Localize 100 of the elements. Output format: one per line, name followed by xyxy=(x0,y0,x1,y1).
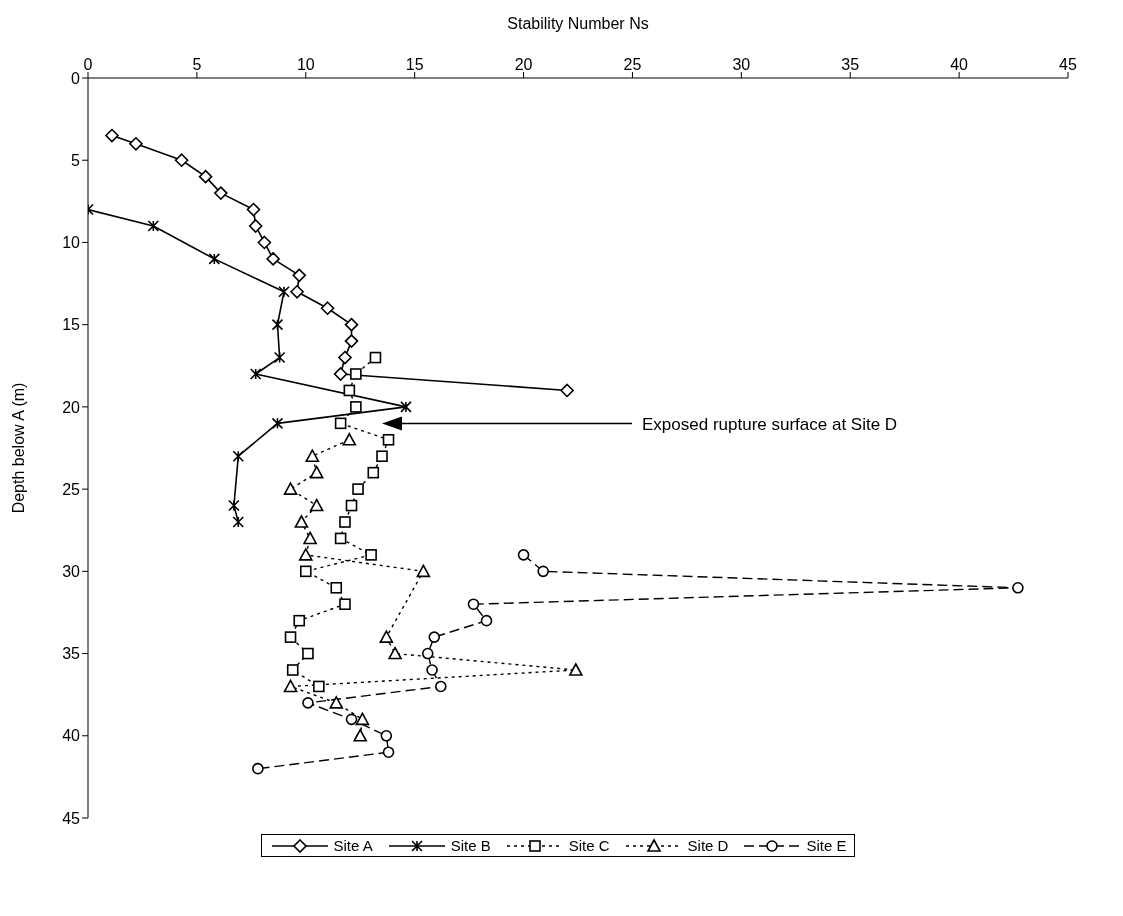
point xyxy=(246,202,261,217)
point xyxy=(345,499,358,512)
legend-label: Site C xyxy=(568,837,610,854)
point xyxy=(435,680,447,693)
point xyxy=(569,663,583,676)
y-axis-title: Depth below A (m) xyxy=(9,382,27,514)
point xyxy=(228,499,240,512)
point xyxy=(416,564,431,578)
point xyxy=(271,318,284,331)
point xyxy=(426,664,438,676)
point xyxy=(248,219,263,233)
point xyxy=(382,433,395,446)
x-tick-label: 40 xyxy=(950,56,969,73)
point xyxy=(379,630,394,643)
point xyxy=(345,713,358,726)
point xyxy=(257,235,272,250)
annotation: Exposed rupture surface at Site D xyxy=(642,414,898,434)
point xyxy=(339,516,351,528)
point xyxy=(334,417,347,430)
point xyxy=(283,482,298,495)
x-tick-label: 15 xyxy=(405,56,424,73)
point xyxy=(343,384,356,397)
point xyxy=(309,465,324,479)
point xyxy=(467,598,480,611)
legend-label: Site A xyxy=(333,837,373,854)
point xyxy=(129,136,143,151)
point xyxy=(400,401,412,413)
point xyxy=(338,350,352,365)
point xyxy=(342,432,357,446)
x-tick-label: 10 xyxy=(296,56,315,73)
point xyxy=(208,253,221,265)
point xyxy=(292,268,307,283)
point xyxy=(333,367,348,381)
point xyxy=(147,220,160,232)
point xyxy=(537,565,549,578)
x-tick-label: 20 xyxy=(514,56,533,73)
y-tick-label: 40 xyxy=(62,727,81,745)
x-tick-label: 5 xyxy=(192,56,202,73)
legend-label: Site B xyxy=(450,837,491,854)
point xyxy=(365,549,377,561)
point xyxy=(309,498,324,512)
y-tick-label: 10 xyxy=(62,234,81,252)
point xyxy=(249,368,262,380)
point xyxy=(330,581,343,594)
point xyxy=(305,449,320,463)
point xyxy=(266,252,280,266)
point xyxy=(286,664,299,676)
point xyxy=(303,531,317,545)
point xyxy=(284,631,297,643)
legend-label: Site E xyxy=(806,837,847,854)
point xyxy=(350,368,362,380)
point xyxy=(380,729,393,742)
y-tick-label: 15 xyxy=(62,316,81,334)
point xyxy=(299,565,312,578)
point xyxy=(339,598,351,611)
point xyxy=(1012,581,1024,594)
x-tick-label: 45 xyxy=(1059,56,1077,73)
point xyxy=(320,301,335,316)
x-tick-label: 35 xyxy=(841,56,860,73)
point xyxy=(302,697,314,709)
point xyxy=(560,383,574,398)
point xyxy=(232,516,245,528)
point xyxy=(344,334,359,348)
point xyxy=(214,186,228,200)
point xyxy=(278,285,290,298)
point xyxy=(355,712,370,726)
point xyxy=(376,450,388,463)
point xyxy=(329,696,344,709)
point xyxy=(352,483,364,495)
point xyxy=(294,515,309,528)
point xyxy=(428,631,441,643)
y-tick-label: 45 xyxy=(62,809,81,827)
x-tick-label: 30 xyxy=(732,56,751,73)
point xyxy=(313,680,325,693)
point xyxy=(421,647,434,660)
y-tick-label: 5 xyxy=(71,151,81,169)
y-tick-label: 20 xyxy=(62,398,81,416)
point xyxy=(302,647,314,660)
point xyxy=(334,532,347,545)
point xyxy=(105,128,119,143)
point xyxy=(273,351,286,364)
y-tick-label: 25 xyxy=(62,480,81,498)
point xyxy=(252,762,264,775)
point xyxy=(517,549,530,561)
point xyxy=(353,728,368,742)
y-tick-label: 35 xyxy=(62,645,81,663)
point xyxy=(350,401,362,413)
point xyxy=(344,317,359,332)
x-tick-label: 25 xyxy=(623,56,642,73)
point xyxy=(388,646,402,660)
point xyxy=(198,169,213,184)
point xyxy=(290,284,304,299)
point xyxy=(367,466,380,479)
x-axis-title: Stability Number Ns xyxy=(507,15,649,33)
point xyxy=(232,450,245,463)
point xyxy=(480,614,493,627)
point xyxy=(382,746,395,759)
legend-label: Site D xyxy=(687,837,729,854)
point xyxy=(369,351,382,364)
point xyxy=(174,153,189,168)
